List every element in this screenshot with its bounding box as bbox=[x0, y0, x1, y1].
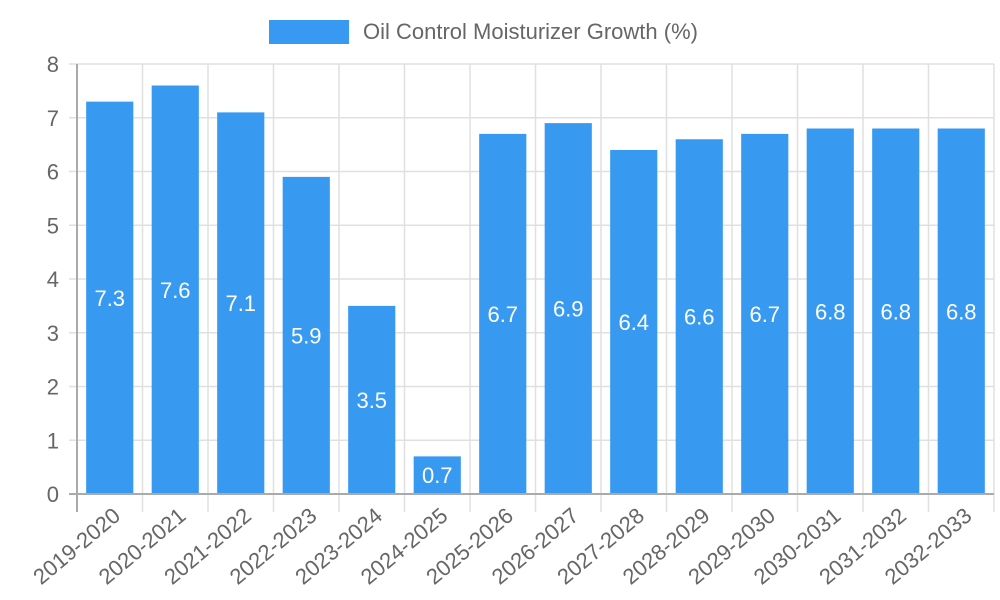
bar[interactable] bbox=[86, 101, 134, 494]
grid-lines bbox=[69, 63, 995, 512]
y-tick-label: 1 bbox=[47, 428, 59, 453]
bar-value-label: 6.9 bbox=[553, 297, 584, 322]
bar[interactable] bbox=[151, 85, 199, 495]
bar[interactable] bbox=[937, 128, 985, 495]
bar-value-label: 7.6 bbox=[160, 278, 191, 303]
bar[interactable] bbox=[413, 456, 461, 494]
y-tick-label: 2 bbox=[47, 375, 59, 400]
bar-value-label: 7.3 bbox=[94, 286, 125, 311]
legend-label: Oil Control Moisturizer Growth (%) bbox=[363, 19, 698, 44]
chart-legend[interactable]: Oil Control Moisturizer Growth (%) bbox=[269, 19, 698, 45]
y-tick-label: 5 bbox=[47, 213, 59, 238]
bar[interactable] bbox=[872, 128, 920, 495]
bar-value-label: 6.8 bbox=[880, 299, 911, 324]
bar[interactable] bbox=[675, 139, 723, 494]
bar[interactable] bbox=[741, 133, 789, 494]
y-tick-label: 8 bbox=[47, 52, 59, 77]
bar[interactable] bbox=[806, 128, 854, 495]
bar-value-label: 7.1 bbox=[225, 291, 256, 316]
y-axis-tick-labels: 0 1 2 3 4 5 6 7 8 bbox=[47, 52, 59, 507]
bar-value-label: 0.7 bbox=[422, 463, 453, 488]
y-tick-label: 4 bbox=[47, 267, 59, 292]
bar-value-label: 5.9 bbox=[291, 323, 322, 348]
bar-value-label: 6.8 bbox=[946, 299, 977, 324]
bar-value-label: 6.7 bbox=[487, 302, 518, 327]
x-axis-tick-labels: 2019-20202020-20212021-20222022-20232023… bbox=[28, 503, 976, 590]
y-tick-label: 7 bbox=[47, 106, 59, 131]
axes bbox=[69, 64, 994, 512]
bar[interactable] bbox=[544, 123, 592, 494]
bar[interactable] bbox=[217, 112, 265, 494]
y-tick-label: 0 bbox=[47, 482, 59, 507]
bar[interactable] bbox=[348, 305, 396, 494]
bar[interactable] bbox=[282, 176, 330, 494]
bar-value-label: 6.4 bbox=[618, 310, 649, 335]
bar-value-label: 3.5 bbox=[356, 388, 387, 413]
bar-value-label: 6.6 bbox=[684, 305, 715, 330]
bar-value-label: 6.7 bbox=[749, 302, 780, 327]
bar[interactable] bbox=[479, 133, 527, 494]
bars bbox=[86, 85, 985, 495]
bar[interactable] bbox=[610, 150, 658, 494]
y-tick-label: 6 bbox=[47, 160, 59, 185]
bar-value-label: 6.8 bbox=[815, 299, 846, 324]
legend-swatch bbox=[269, 20, 349, 44]
data-labels: 7.3 7.6 7.1 5.9 3.5 0.7 6.7 6.9 6.4 6.6 6.7 6.8 6.8 6… bbox=[94, 278, 976, 488]
y-tick-label: 3 bbox=[47, 321, 59, 346]
